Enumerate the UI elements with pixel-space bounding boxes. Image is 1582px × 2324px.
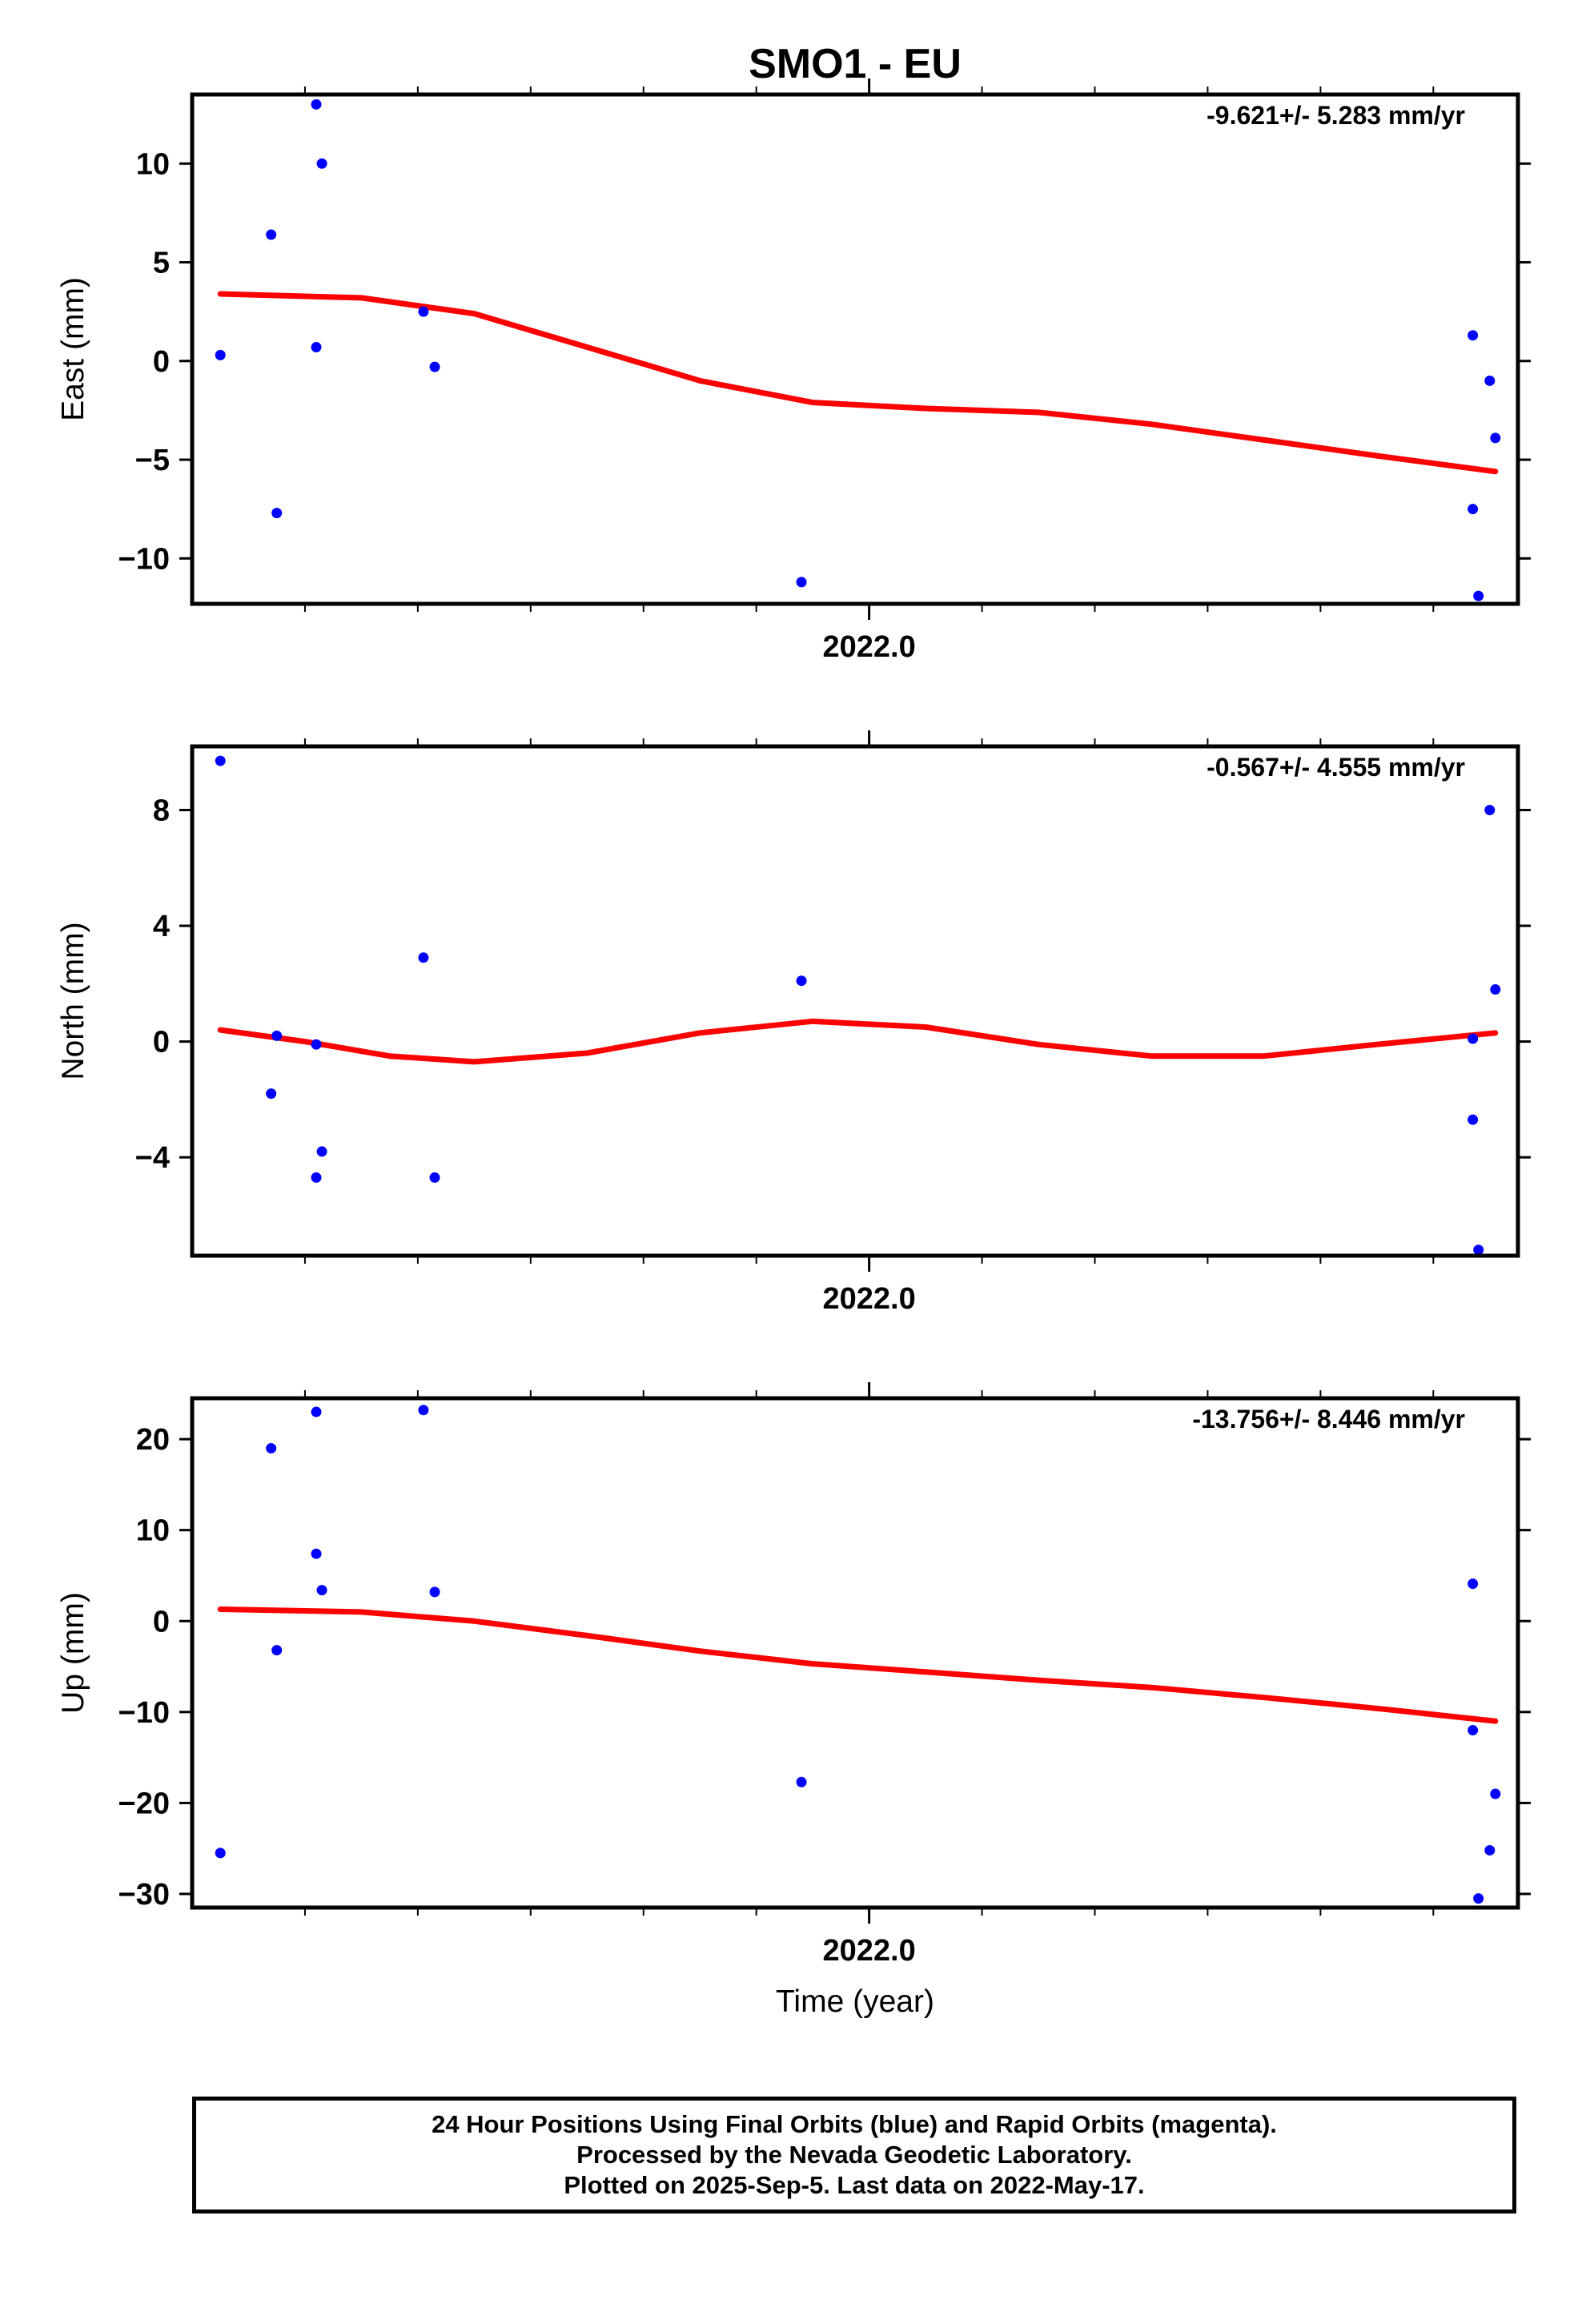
data-point — [316, 1146, 327, 1157]
y-tick-label: −10 — [118, 542, 170, 576]
panel-frame — [190, 744, 1520, 1258]
footer-line-3: Plotted on 2025-Sep-5. Last data on 2022… — [564, 2171, 1145, 2199]
x-axis-label: Time (year) — [776, 1984, 934, 2019]
fit-line — [217, 1606, 1499, 1724]
y-tick-label: 0 — [153, 1605, 170, 1638]
y-tick-label: 0 — [153, 1026, 170, 1059]
y-axis-label: East (mm) — [56, 277, 90, 421]
data-point — [215, 1848, 226, 1859]
data-point — [311, 342, 322, 353]
rate-label: -9.621+/- 5.283 mm/yr — [1207, 101, 1465, 130]
data-point — [311, 1039, 322, 1050]
y-tick-label: −20 — [118, 1787, 170, 1820]
data-point — [266, 1442, 277, 1454]
plot-area — [215, 755, 1501, 1256]
data-point — [796, 577, 807, 588]
panel-frame — [190, 1396, 1520, 1910]
data-point — [429, 1172, 440, 1183]
data-point — [1468, 1725, 1479, 1736]
data-point — [271, 1645, 283, 1656]
chart-title: SMO1 - EU — [749, 41, 962, 87]
data-point — [1468, 1033, 1479, 1044]
y-tick-label: 8 — [153, 794, 170, 828]
data-point — [271, 1030, 283, 1041]
y-tick-label: −30 — [118, 1878, 170, 1912]
data-point — [418, 1405, 429, 1416]
data-point — [1468, 504, 1479, 515]
data-point — [311, 99, 322, 110]
data-point — [429, 1586, 440, 1598]
y-tick-label: 4 — [153, 910, 170, 943]
data-point — [1490, 432, 1501, 444]
y-axis-label: North (mm) — [56, 922, 90, 1080]
data-point — [266, 1088, 277, 1100]
y-tick-label: 10 — [136, 1514, 170, 1548]
panel-3: −30 −20 −10 0 10 20 2022.0 Up (mm) -13.756+/- 8.… — [56, 1382, 1531, 1968]
y-tick-label: −10 — [118, 1696, 170, 1730]
data-point — [1468, 1578, 1479, 1590]
data-point — [215, 755, 226, 766]
data-point — [311, 1548, 322, 1559]
x-tick-label: 2022.0 — [822, 1282, 915, 1316]
data-point — [1473, 1244, 1484, 1256]
data-point — [796, 975, 807, 987]
data-point — [311, 1406, 322, 1417]
x-tick-label: 2022.0 — [822, 630, 915, 664]
y-axis-label: Up (mm) — [56, 1592, 90, 1714]
data-point — [1473, 590, 1484, 601]
footer-line-1: 24 Hour Positions Using Final Orbits (bl… — [432, 2110, 1277, 2138]
plot-area — [215, 99, 1501, 601]
x-tick-label: 2022.0 — [822, 1934, 915, 1968]
panel-frame — [190, 92, 1520, 606]
data-point — [1468, 1114, 1479, 1125]
data-point — [1484, 375, 1496, 386]
panel-2: −4 0 4 8 2022.0 North (mm) -0.567+/- 4.555 mm/… — [56, 730, 1531, 1316]
data-point — [1484, 805, 1496, 815]
rate-label: -0.567+/- 4.555 mm/yr — [1207, 753, 1465, 782]
data-point — [266, 229, 277, 240]
data-point — [1490, 1788, 1501, 1799]
panel-1: −10 −5 0 5 10 2022.0 East (mm) -9.621+/- 5.283 … — [56, 78, 1531, 664]
data-point — [1468, 330, 1479, 341]
fit-line — [217, 1018, 1499, 1065]
data-point — [1473, 1893, 1484, 1904]
y-tick-label: 20 — [136, 1423, 170, 1457]
data-point — [316, 1585, 327, 1596]
data-point — [1484, 1844, 1496, 1856]
rate-label: -13.756+/- 8.446 mm/yr — [1192, 1405, 1465, 1433]
y-tick-label: 5 — [153, 247, 170, 280]
data-point — [316, 158, 327, 169]
fit-line — [217, 291, 1499, 475]
data-point — [271, 508, 283, 519]
data-point — [429, 361, 440, 372]
y-tick-label: 10 — [136, 147, 170, 181]
y-tick-label: 0 — [153, 345, 170, 379]
data-point — [311, 1172, 322, 1183]
footer-line-2: Processed by the Nevada Geodetic Laborat… — [576, 2141, 1132, 2169]
footer-box: 24 Hour Positions Using Final Orbits (bl… — [192, 2097, 1516, 2213]
data-point — [418, 952, 429, 963]
y-tick-label: −5 — [135, 444, 170, 477]
plot-area — [215, 1405, 1501, 1904]
data-point — [215, 349, 226, 360]
data-point — [1490, 984, 1501, 995]
data-point — [418, 306, 429, 317]
data-point — [796, 1776, 807, 1787]
y-tick-label: −4 — [135, 1141, 170, 1175]
